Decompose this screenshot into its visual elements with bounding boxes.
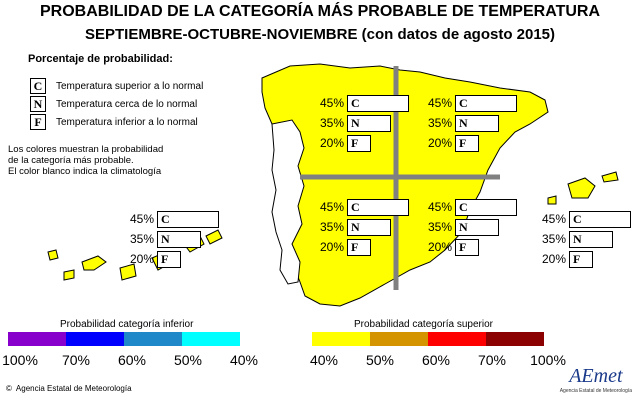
scale-inferior-label: Probabilidad categoría inferior: [60, 319, 194, 330]
swatch-inf-4: [182, 332, 240, 346]
island-7: [205, 229, 223, 245]
scale-inferior-swatches: [8, 332, 240, 346]
mallorca-shape: [567, 177, 596, 199]
legend-heading: Porcentaje de probabilidad:: [28, 53, 173, 65]
legend-item-c: C Temperatura superior a lo normal: [30, 77, 203, 95]
scale-superior-swatches: [312, 332, 544, 346]
swatch-sup-1: [312, 332, 370, 346]
region-sw-probs: 45% C 35% N 20% F: [314, 198, 409, 256]
scale-inferior-ticks: 100% 70% 60% 50% 40%: [2, 352, 259, 368]
swatch-inf-3: [124, 332, 182, 346]
map-title: PROBABILIDAD DE LA CATEGORÍA MÁS PROBABL…: [40, 3, 600, 20]
legend-note: Los colores muestran la probabilidad de …: [8, 144, 164, 177]
region-ne-probs: 45% C 35% N 20% F: [422, 94, 517, 152]
swatch-sup-4: [486, 332, 544, 346]
menorca-shape: [601, 171, 619, 183]
swatch-sup-2: [370, 332, 428, 346]
region-canarias-probs: 45% C 35% N 20% F: [124, 210, 219, 268]
region-baleares-probs: 45% C 35% N 20% F: [536, 210, 631, 268]
island-1: [47, 249, 59, 261]
scale-superior-ticks: 40% 50% 60% 70% 100%: [309, 352, 566, 368]
legend-item-n: N Temperatura cerca de lo normal: [30, 95, 197, 113]
ibiza-shape: [547, 195, 557, 205]
swatch-inf-1: [8, 332, 66, 346]
island-2: [63, 269, 75, 281]
agency-credit: © Agencia Estatal de Meteorología: [6, 384, 132, 393]
legend-item-f: F Temperatura inferior a lo normal: [30, 113, 198, 131]
aemet-logo: AEmet Agencia Estatal de Meteorología: [559, 365, 632, 394]
portugal-shape: [271, 119, 305, 285]
map-subtitle: SEPTIEMBRE-OCTUBRE-NOVIEMBRE (con datos …: [84, 26, 556, 43]
scale-superior-label: Probabilidad categoría superior: [354, 319, 493, 330]
copyright-icon: ©: [6, 384, 12, 393]
region-nw-probs: 45% C 35% N 20% F: [314, 94, 409, 152]
region-se-probs: 45% C 35% N 20% F: [422, 198, 517, 256]
swatch-sup-3: [428, 332, 486, 346]
swatch-inf-2: [66, 332, 124, 346]
island-3: [81, 255, 107, 271]
island-4: [119, 263, 137, 281]
